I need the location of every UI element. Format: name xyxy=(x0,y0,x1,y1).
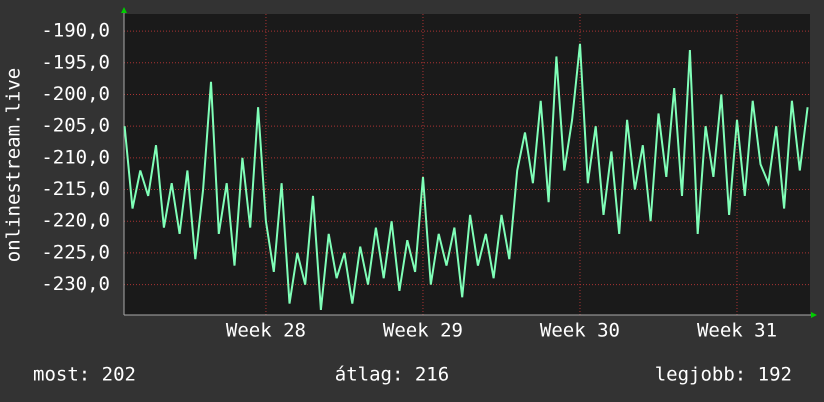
x-tick-label: Week 28 xyxy=(226,320,306,342)
y-tick-label: -225,0 xyxy=(41,241,110,263)
x-axis-arrow xyxy=(811,312,817,318)
y-tick-label: -195,0 xyxy=(41,51,110,73)
y-tick-label: -215,0 xyxy=(41,178,110,200)
y-tick-label: -220,0 xyxy=(41,210,110,232)
y-tick-label: -190,0 xyxy=(41,20,110,42)
y-axis-label: onlinestream.live xyxy=(3,68,25,262)
series-line xyxy=(123,43,809,311)
y-tick-label: -230,0 xyxy=(41,273,110,295)
x-tick-label: Week 29 xyxy=(383,320,463,342)
y-axis-arrow xyxy=(121,7,127,13)
plot-area xyxy=(124,14,810,315)
footer-best: legjobb: 192 xyxy=(655,364,792,386)
x-tick-label: Week 31 xyxy=(697,320,777,342)
y-tick-label: -200,0 xyxy=(41,83,110,105)
y-tick-label: -205,0 xyxy=(41,115,110,137)
footer-average: átlag: 216 xyxy=(335,364,449,386)
x-tick-label: Week 30 xyxy=(540,320,620,342)
y-tick-label: -210,0 xyxy=(41,146,110,168)
footer-now: most: 202 xyxy=(33,364,136,386)
